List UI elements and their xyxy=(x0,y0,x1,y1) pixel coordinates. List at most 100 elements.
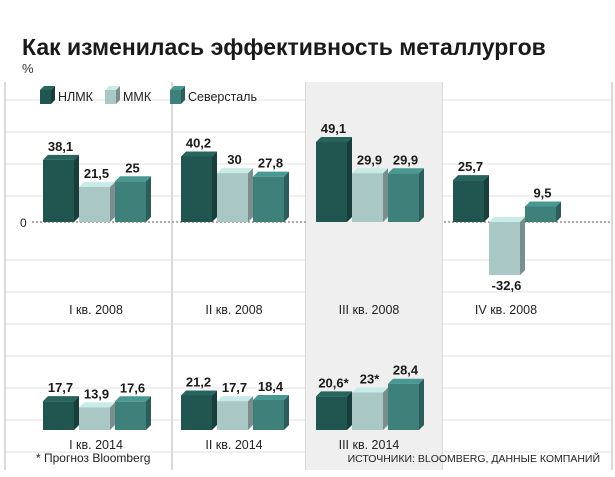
bar-top xyxy=(181,390,217,396)
bar-top xyxy=(181,151,217,157)
legend-swatch xyxy=(105,90,116,104)
bar-top xyxy=(352,387,388,393)
bar-side xyxy=(74,396,79,430)
bar-top xyxy=(217,168,253,174)
legend-swatch-side xyxy=(116,86,120,104)
value-label: 28,4 xyxy=(393,363,419,378)
footnote: * Прогноз Bloomberg xyxy=(36,451,150,465)
bar-front xyxy=(352,392,383,430)
bar-side xyxy=(484,175,489,222)
source-note: ИСТОЧНИКИ: BLOOMBERG, ДАННЫЕ КОМПАНИЙ xyxy=(348,452,600,465)
legend-item: НЛМК xyxy=(40,86,94,104)
bar-front xyxy=(181,395,212,430)
bar xyxy=(388,378,424,430)
bar-side xyxy=(212,151,217,222)
category-label: II кв. 2014 xyxy=(205,438,262,452)
category-label: II кв. 2008 xyxy=(205,303,262,317)
bar xyxy=(352,168,388,222)
bar-front xyxy=(453,180,484,222)
bar xyxy=(453,175,489,222)
bar-front xyxy=(253,176,284,222)
legend-swatch-top xyxy=(170,86,185,90)
bar-front xyxy=(253,400,284,430)
bar-front xyxy=(79,407,110,430)
bar-front xyxy=(316,396,347,430)
legend-swatch xyxy=(40,90,51,104)
value-label: 21,2 xyxy=(186,374,211,389)
legend-swatch-side xyxy=(181,86,185,104)
value-label: 9,5 xyxy=(533,186,551,201)
bar xyxy=(525,201,561,222)
value-label: 29,9 xyxy=(393,152,418,167)
bar-side xyxy=(284,395,289,430)
value-label: 17,7 xyxy=(222,380,247,395)
category-label: III кв. 2014 xyxy=(339,438,400,452)
value-label: 40,2 xyxy=(186,135,211,150)
bar-top xyxy=(316,136,352,142)
bar xyxy=(489,217,525,276)
bar-front xyxy=(525,206,556,222)
bar-side xyxy=(284,171,289,222)
legend-swatch-side xyxy=(51,86,55,104)
bar-side xyxy=(556,201,561,222)
bar-side xyxy=(248,168,253,222)
bar-front xyxy=(388,383,419,430)
legend-swatch-top xyxy=(40,86,55,90)
bar-top xyxy=(525,201,561,207)
bar-top xyxy=(43,154,79,160)
bar-top xyxy=(253,395,289,401)
legend-swatch-top xyxy=(105,86,120,90)
bar-side xyxy=(383,387,388,430)
bar xyxy=(181,151,217,222)
bar xyxy=(217,168,253,222)
bar-front xyxy=(352,173,383,222)
bar-front xyxy=(181,156,212,222)
bar xyxy=(43,154,79,222)
bar-side xyxy=(146,176,151,222)
bar-top xyxy=(489,217,525,222)
bar-side xyxy=(212,390,217,430)
bar-side xyxy=(419,168,424,222)
bar xyxy=(316,391,352,430)
chart-title: Как изменилась эффективность металлургов xyxy=(22,34,546,60)
legend-label: ММК xyxy=(123,90,152,104)
bar xyxy=(79,181,115,222)
value-label: 13,9 xyxy=(84,386,109,401)
bar xyxy=(181,390,217,430)
bar-top xyxy=(453,175,489,181)
bar-top xyxy=(388,378,424,384)
legend-label: НЛМК xyxy=(58,90,94,104)
bar-top xyxy=(43,396,79,402)
value-label: 17,7 xyxy=(48,380,73,395)
category-label: IV кв. 2008 xyxy=(475,303,537,317)
value-label: 20,6* xyxy=(318,375,349,390)
bar xyxy=(115,396,151,430)
legend-item: ММК xyxy=(105,86,152,104)
bar-top xyxy=(79,181,115,187)
value-label: 49,1 xyxy=(321,121,346,136)
bar-front xyxy=(79,186,110,222)
legend: НЛМК ММК Северсталь xyxy=(40,86,257,104)
category-label: I кв. 2014 xyxy=(69,438,123,452)
bar xyxy=(388,168,424,222)
unit-label: % xyxy=(22,61,34,76)
bar-top xyxy=(388,168,424,174)
bar-front xyxy=(316,141,347,222)
bar-front xyxy=(115,181,146,222)
bar-top xyxy=(316,391,352,397)
bar-front xyxy=(43,159,74,222)
bar xyxy=(115,176,151,222)
bar xyxy=(253,395,289,430)
value-label: 30 xyxy=(227,152,241,167)
bar-front xyxy=(43,401,74,430)
bar-side xyxy=(347,136,352,222)
value-label: 25,7 xyxy=(458,159,483,174)
value-label: 25 xyxy=(125,160,139,175)
bar xyxy=(43,396,79,430)
value-label: 21,5 xyxy=(84,166,109,181)
category-label: III кв. 2008 xyxy=(339,303,400,317)
value-label: -32,6 xyxy=(492,278,522,293)
bar-side xyxy=(383,168,388,222)
bar xyxy=(253,171,289,222)
